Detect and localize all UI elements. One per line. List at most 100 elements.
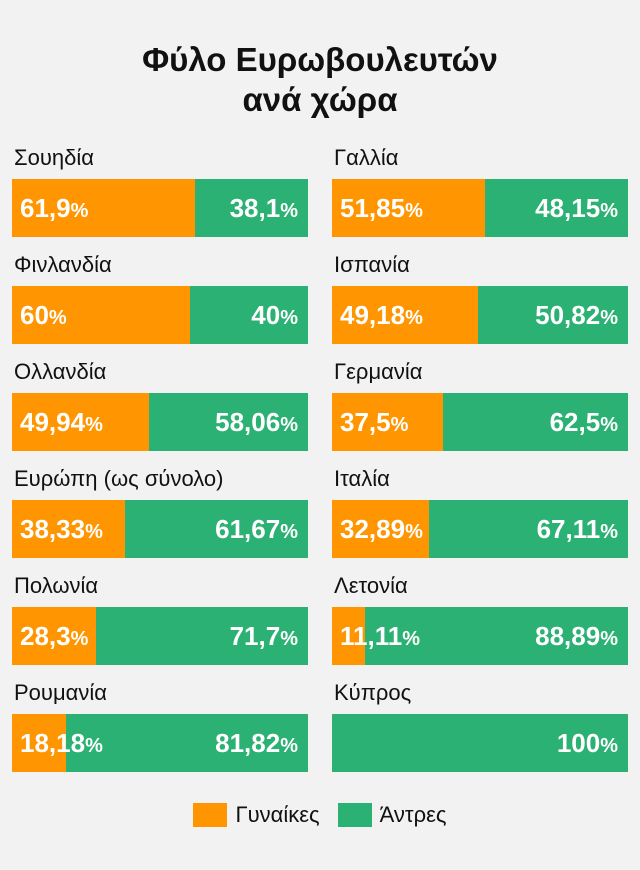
- stacked-bar: 100%: [332, 714, 628, 772]
- legend-label-men: Άντρες: [379, 802, 447, 827]
- data-label-unit: %: [70, 200, 89, 222]
- bar-segment-women: [332, 607, 365, 665]
- bar-segment-women: [12, 607, 96, 665]
- bar-segment-men: [429, 500, 628, 558]
- data-label-unit: %: [600, 414, 618, 436]
- data-label-women: 61,9%: [20, 179, 88, 237]
- stacked-bar: 28,3% 71,7%: [12, 607, 308, 665]
- bar-segment-men: [149, 393, 308, 451]
- data-label-women: 38,33%: [20, 500, 103, 558]
- data-label-men: 88,89%: [535, 607, 618, 665]
- data-label-women-value: 18,18: [20, 728, 86, 758]
- data-label-unit: %: [280, 200, 298, 222]
- bar-segment-women: [12, 179, 195, 237]
- bar-segment-men: [485, 179, 628, 237]
- bar-segment-women: [332, 179, 485, 237]
- bar-segment-women: [332, 286, 478, 344]
- data-label-men-value: 67,11: [536, 514, 601, 544]
- data-label-men: 71,7%: [230, 607, 298, 665]
- legend-item-women: Γυναίκες: [193, 802, 320, 828]
- data-label-men-value: 40: [251, 300, 281, 330]
- data-label-women-value: 28,3: [20, 621, 71, 651]
- data-label-women: 49,94%: [20, 393, 103, 451]
- data-label-women: 28,3%: [20, 607, 88, 665]
- data-label-women-value: 51,85: [340, 193, 406, 223]
- data-label-men-value: 81,82: [215, 728, 281, 758]
- bar-segment-men: [96, 607, 308, 665]
- bar-segment-women: [12, 286, 190, 344]
- country-label: Σουηδία: [14, 145, 94, 170]
- data-label-men-value: 88,89: [535, 621, 601, 651]
- country-label: Λετονία: [334, 573, 408, 598]
- data-label-unit: %: [85, 735, 103, 757]
- data-label-men-value: 71,7: [229, 621, 281, 651]
- data-label-men-value: 61,67: [215, 514, 281, 544]
- data-label-unit: %: [600, 628, 618, 650]
- bar-segment-men: [443, 393, 628, 451]
- data-label-men-value: 48,15: [535, 193, 601, 223]
- country-cell: Ολλανδία 49,94% 58,06%: [12, 359, 308, 451]
- bar-segment-women: [12, 500, 125, 558]
- country-label: Πολωνία: [14, 573, 99, 598]
- legend-swatch-women: [193, 803, 228, 827]
- legend: Γυναίκες Άντρες: [0, 802, 640, 828]
- country-label: Ευρώπη (ως σύνολο): [14, 466, 224, 491]
- data-label-unit: %: [85, 521, 103, 543]
- data-label-unit: %: [600, 307, 618, 329]
- data-label-women-value: 38,33: [20, 514, 86, 544]
- stacked-bar: 49,94% 58,06%: [12, 393, 308, 451]
- data-label-unit: %: [280, 521, 298, 543]
- country-cell: Ρουμανία 18,18% 81,82%: [12, 680, 308, 772]
- data-label-unit: %: [402, 628, 420, 650]
- data-label-unit: %: [405, 200, 423, 222]
- bar-segment-men: [365, 607, 628, 665]
- country-cell: Γαλλία 51,85% 48,15%: [332, 145, 628, 237]
- data-label-women: 49,18%: [340, 286, 423, 344]
- chart-title-line2: ανά χώρα: [242, 81, 398, 118]
- legend-item-men: Άντρες: [337, 802, 447, 828]
- country-cell: Πολωνία 28,3% 71,7%: [12, 573, 308, 665]
- stacked-bar: 18,18% 81,82%: [12, 714, 308, 772]
- chart-title: Φύλο Ευρωβουλευτών ανά χώρα: [0, 40, 640, 120]
- data-label-unit: %: [390, 414, 409, 436]
- legend-swatch-men: [337, 803, 372, 827]
- bar-segment-men: [195, 179, 308, 237]
- data-label-men: 48,15%: [535, 179, 618, 237]
- country-cell: Κύπρος 100%: [332, 680, 628, 772]
- country-cell: Ιταλία 32,89% 67,11%: [332, 466, 628, 558]
- country-label: Ρουμανία: [14, 680, 107, 705]
- data-label-women: 11,11%: [340, 607, 420, 665]
- data-label-men: 58,06%: [215, 393, 298, 451]
- data-label-unit: %: [48, 307, 67, 329]
- data-label-men-value: 58,06: [215, 407, 281, 437]
- country-cell: Φινλανδία 60% 40%: [12, 252, 308, 344]
- data-label-unit: %: [280, 735, 298, 757]
- data-label-men: 61,67%: [215, 500, 298, 558]
- bar-segment-women: [332, 500, 429, 558]
- stacked-bar: 11,11% 88,89%: [332, 607, 628, 665]
- country-label: Κύπρος: [334, 680, 412, 705]
- country-label: Γερμανία: [334, 359, 423, 384]
- bar-segment-women: [12, 714, 66, 772]
- stacked-bar: 60% 40%: [12, 286, 308, 344]
- data-label-unit: %: [280, 307, 298, 329]
- country-label: Φινλανδία: [14, 252, 112, 277]
- data-label-unit: %: [280, 414, 298, 436]
- data-label-men-value: 62,5: [549, 407, 601, 437]
- data-label-unit: %: [600, 200, 618, 222]
- country-cell: Ευρώπη (ως σύνολο) 38,33% 61,67%: [12, 466, 308, 558]
- data-label-women-value: 60: [20, 300, 49, 330]
- stacked-bar: 38,33% 61,67%: [12, 500, 308, 558]
- data-label-men: 100%: [557, 714, 618, 772]
- data-label-women-value: 49,94: [20, 407, 86, 437]
- data-label-men-value: 50,82: [535, 300, 601, 330]
- data-label-men-value: 100: [556, 728, 601, 758]
- legend-label-women: Γυναίκες: [235, 802, 320, 827]
- bar-segment-men: [332, 714, 628, 772]
- data-label-women-value: 61,9: [20, 193, 71, 223]
- data-label-men: 81,82%: [215, 714, 298, 772]
- country-cell: Γερμανία 37,5% 62,5%: [332, 359, 628, 451]
- data-label-men: 50,82%: [535, 286, 618, 344]
- country-label: Ιταλία: [334, 466, 390, 491]
- country-cell: Σουηδία 61,9% 38,1%: [12, 145, 308, 237]
